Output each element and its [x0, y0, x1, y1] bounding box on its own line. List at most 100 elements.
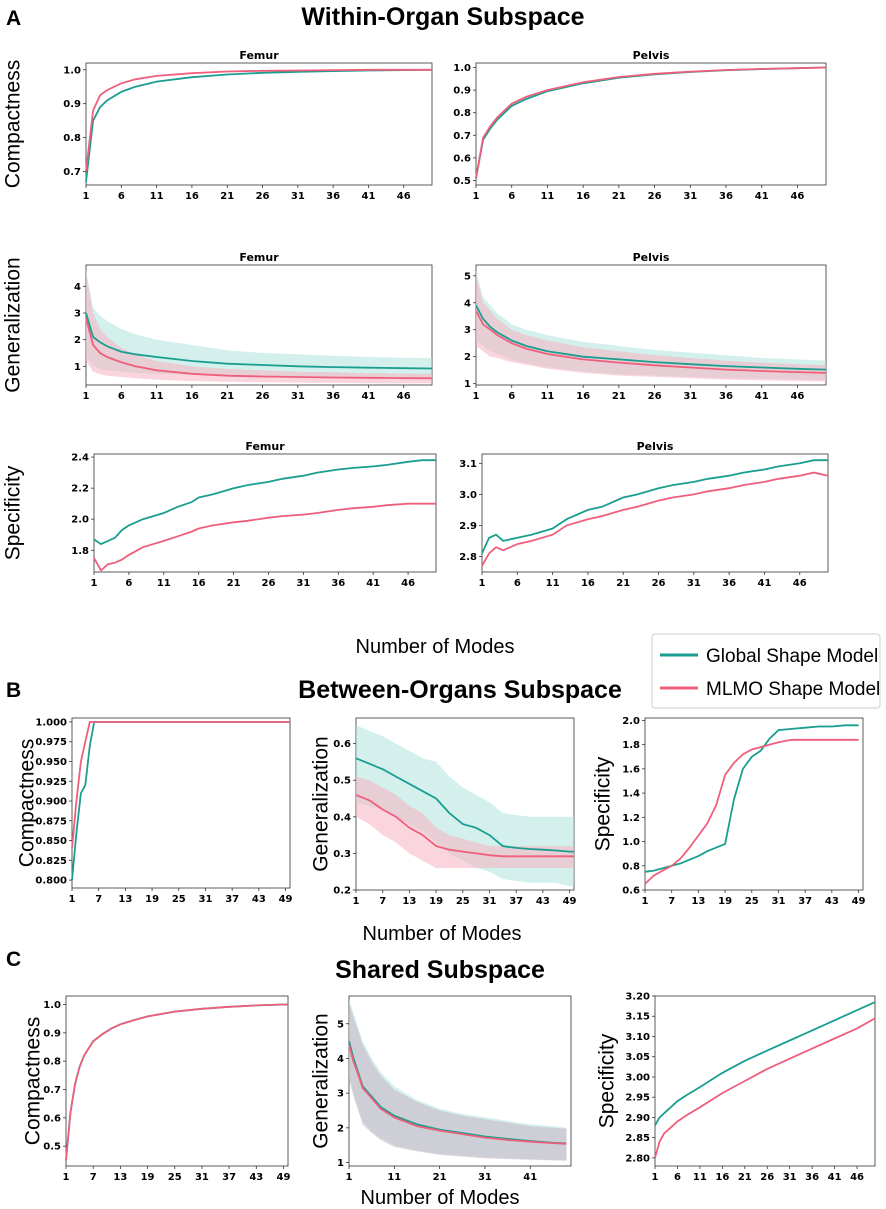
- y-tick-label: 2: [337, 1123, 344, 1134]
- x-tick-label: 46: [397, 391, 411, 402]
- y-tick-label: 2.90: [625, 1113, 650, 1124]
- x-tick-label: 37: [798, 896, 812, 907]
- y-tick-label: 4: [464, 298, 471, 309]
- y-tick-label: 3.10: [625, 1032, 650, 1043]
- y-tick-label: 3.0: [459, 490, 477, 501]
- y-tick-label: 1.8: [71, 546, 89, 557]
- chart-title: Femur: [239, 49, 279, 62]
- y-tick-label: 3.15: [625, 1012, 650, 1023]
- y-tick-label: 0.8: [453, 108, 471, 119]
- x-tick-label: 43: [536, 896, 550, 907]
- y-tick-label: 0.4: [333, 812, 351, 823]
- x-tick-label: 7: [668, 896, 675, 907]
- series-line-global: [654, 1001, 876, 1126]
- x-tick-label: 41: [828, 1172, 842, 1183]
- x-tick-label: 21: [616, 578, 630, 589]
- x-tick-label: 11: [150, 391, 164, 402]
- x-tick-label: 1: [83, 191, 90, 202]
- series-line-mlmo: [348, 1044, 567, 1145]
- series-line-mlmo: [475, 66, 827, 179]
- x-tick-label: 1: [479, 578, 486, 589]
- x-tick-label: 16: [185, 191, 199, 202]
- x-tick-label: 31: [291, 191, 305, 202]
- panel-a-title: Within-Organ Subspace: [301, 3, 584, 31]
- series-line-mlmo: [475, 310, 827, 374]
- y-axis-label: Specificity: [596, 1033, 619, 1128]
- chart-title: Pelvis: [637, 440, 674, 453]
- y-tick-label: 1.0: [63, 65, 81, 76]
- x-tick-label: 1: [473, 191, 480, 202]
- y-axis-label: Generalization: [310, 736, 333, 871]
- x-tick-label: 26: [256, 191, 270, 202]
- series-line-mlmo: [355, 794, 574, 858]
- y-tick-label: 0.8: [622, 861, 640, 872]
- y-tick-label: 0.900: [35, 797, 67, 808]
- band-mlmo: [356, 776, 574, 868]
- x-tick-label: 6: [508, 191, 515, 202]
- x-tick-label: 31: [199, 894, 213, 905]
- x-tick-label: 26: [262, 578, 276, 589]
- x-tick-label: 31: [683, 191, 697, 202]
- x-tick-label: 21: [220, 391, 234, 402]
- y-tick-label: 0.8: [43, 1057, 61, 1068]
- chart-c-compactness: 0.5 0.6 0.7 0.8 0.9 1.0 1 7 13 19 25 31 37 43 49 Compac…: [22, 995, 290, 1183]
- band-mlmo: [86, 273, 432, 384]
- y-tick-label: 2.4: [71, 453, 89, 464]
- plot-frame: [654, 995, 876, 1167]
- y-tick-label: 0.2: [333, 886, 351, 897]
- x-tick-label: 41: [757, 578, 771, 589]
- x-tick-label: 16: [715, 1172, 729, 1183]
- x-tick-label: 26: [648, 191, 662, 202]
- x-tick-label: 46: [401, 578, 415, 589]
- x-tick-label: 11: [540, 191, 554, 202]
- x-tick-label: 1: [346, 1172, 353, 1183]
- x-tick-label: 21: [433, 1172, 447, 1183]
- x-tick-label: 1: [642, 896, 649, 907]
- x-tick-label: 13: [402, 896, 416, 907]
- x-tick-label: 1: [69, 894, 76, 905]
- y-tick-label: 0.5: [453, 176, 471, 187]
- plot-frame: [71, 717, 291, 889]
- chart-title: Pelvis: [633, 49, 670, 62]
- x-tick-label: 16: [576, 391, 590, 402]
- y-tick-label: 1.8: [622, 740, 640, 751]
- x-tick-label: 49: [279, 894, 293, 905]
- series-line-global: [475, 304, 827, 371]
- x-tick-label: 36: [719, 191, 733, 202]
- y-tick-label: 2.8: [459, 552, 477, 563]
- x-tick-label: 16: [192, 578, 206, 589]
- panel-b-letter: B: [6, 679, 21, 702]
- x-tick-label: 26: [652, 578, 666, 589]
- series-line-global: [644, 724, 859, 873]
- x-tick-label: 16: [185, 391, 199, 402]
- plot-frame: [644, 717, 864, 891]
- x-tick-label: 41: [361, 191, 375, 202]
- y-tick-label: 0.9: [43, 1028, 61, 1039]
- y-tick-label: 2.0: [622, 716, 640, 727]
- y-tick-label: 0.8: [63, 133, 81, 144]
- chart-b-specificity: 0.6 0.8 1.0 1.2 1.4 1.6 1.8 2.0 1 7 13 19 25 31 37 43 49…: [592, 716, 866, 907]
- y-tick-label: 3.1: [459, 459, 477, 470]
- x-tick-label: 6: [514, 578, 521, 589]
- y-tick-label: 5: [464, 271, 471, 282]
- x-tick-label: 36: [326, 191, 340, 202]
- y-tick-label: 0.9: [453, 86, 471, 97]
- y-tick-label: 0.6: [622, 886, 640, 897]
- plot-frame: [65, 995, 289, 1167]
- x-tick-label: 41: [361, 391, 375, 402]
- y-tick-label: 3.20: [625, 992, 650, 1003]
- x-tick-label: 31: [783, 1172, 797, 1183]
- x-tick-label: 31: [291, 391, 305, 402]
- x-tick-label: 19: [141, 1172, 155, 1183]
- series-line-global: [93, 459, 436, 546]
- y-tick-label: 2.0: [71, 515, 89, 526]
- x-tick-label: 25: [745, 896, 759, 907]
- y-tick-label: 0.5: [333, 776, 351, 787]
- y-tick-label: 0.975: [35, 737, 67, 748]
- x-tick-label: 31: [296, 578, 310, 589]
- y-tick-label: 2.85: [625, 1133, 650, 1144]
- y-tick-label: 0.825: [35, 856, 67, 867]
